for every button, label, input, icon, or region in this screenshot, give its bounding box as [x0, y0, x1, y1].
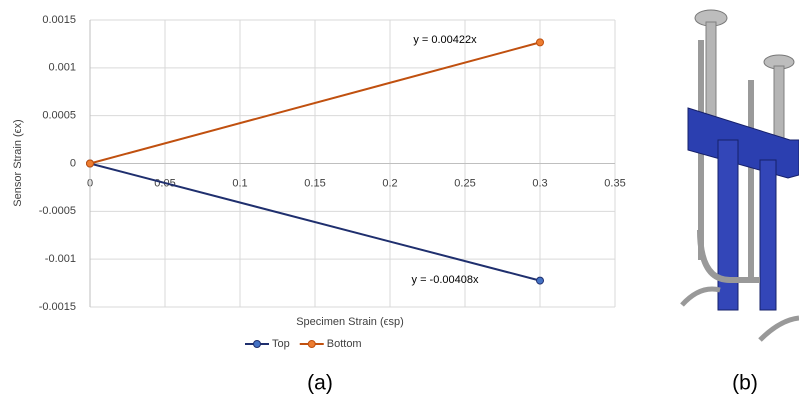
y-tick-label: -0.0005 [39, 205, 76, 217]
x-tick-label: 0.2 [382, 177, 397, 189]
annotation: y = -0.00408x [412, 274, 479, 286]
data-point [536, 38, 544, 47]
y-tick-label: 0.0005 [42, 110, 76, 122]
series-line [89, 162, 541, 282]
x-tick-label: 0.3 [532, 177, 547, 189]
caption: (a) [307, 372, 333, 395]
apparatus-image [680, 9, 799, 342]
data-point [86, 159, 94, 168]
y-tick-label: 0.0015 [42, 14, 76, 26]
y-axis-title: Sensor Strain (ϵx) [12, 119, 24, 206]
legend-label: Top [272, 338, 290, 350]
y-tick-label: 0.001 [48, 62, 76, 74]
x-tick-label: 0.15 [304, 177, 325, 189]
x-tick-label: 0.25 [454, 177, 475, 189]
legend-marker [253, 340, 261, 348]
x-axis-title: Specimen Strain (ϵsp) [296, 316, 404, 328]
annotation: y = 0.00422x [413, 34, 477, 46]
legend-label: Bottom [327, 338, 362, 350]
legend-marker [307, 340, 316, 348]
data-point [536, 276, 544, 285]
x-tick-label: 0.35 [604, 177, 625, 189]
y-tick-label: -0.0015 [39, 301, 76, 313]
y-tick-label: 0 [70, 157, 76, 169]
caption: (b) [732, 372, 758, 395]
y-tick-label: -0.001 [45, 253, 76, 265]
x-tick-label: 0.1 [232, 177, 247, 189]
series-line [89, 41, 541, 165]
plot: -0.0015-0.001-0.000500.00050.0010.001500… [39, 14, 626, 350]
